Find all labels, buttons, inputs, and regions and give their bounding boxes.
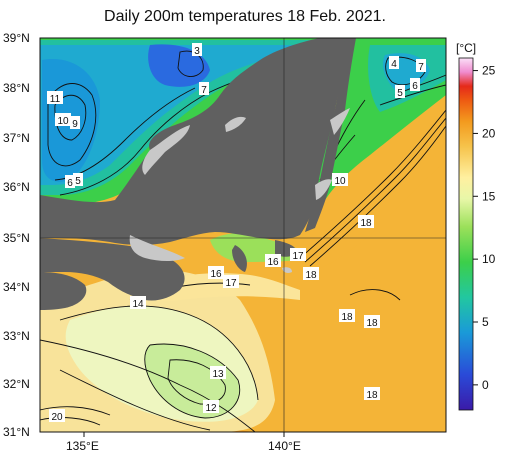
- contour-label: 18: [339, 309, 355, 323]
- contour-label-text: 3: [194, 46, 200, 57]
- contour-label: 18: [364, 315, 380, 329]
- lat-label: 38°N: [3, 81, 30, 95]
- contour-label: 6: [65, 175, 75, 189]
- map-field: [40, 38, 446, 432]
- contour-label-text: 14: [132, 299, 144, 310]
- lat-label: 37°N: [3, 131, 30, 145]
- contour-label-text: 7: [418, 62, 424, 73]
- contour-label: 18: [358, 215, 374, 229]
- contour-label: 10: [55, 113, 71, 127]
- map-title: Daily 200m temperatures 18 Feb. 2021.: [104, 8, 386, 25]
- colorbar-tick-label: 0: [482, 378, 489, 392]
- contour-label: 17: [223, 275, 239, 289]
- lat-label: 39°N: [3, 31, 30, 45]
- lon-label: 140°E: [268, 439, 301, 453]
- contour-label: 5: [73, 173, 83, 187]
- contour-label: 18: [303, 267, 319, 281]
- lon-label: 135°E: [66, 439, 99, 453]
- colorbar-tick-label: 25: [482, 64, 496, 78]
- colorbar-tick-label: 15: [482, 189, 496, 203]
- contour-label-text: 18: [341, 312, 353, 323]
- contour-label-text: 6: [67, 178, 73, 189]
- colorbar-tick-label: 5: [482, 315, 489, 329]
- lat-axis: 39°N 38°N 37°N 36°N 35°N 34°N 33°N 32°N …: [3, 31, 30, 439]
- contour-label-text: 18: [360, 218, 372, 229]
- lat-label: 35°N: [3, 231, 30, 245]
- contour-label-text: 10: [334, 176, 346, 187]
- contour-label: 7: [199, 82, 209, 96]
- lat-label: 34°N: [3, 280, 30, 294]
- contour-label-text: 16: [210, 269, 222, 280]
- colorbar-tick-label: 20: [482, 126, 496, 140]
- contour-label-text: 13: [212, 369, 224, 380]
- contour-label-text: 11: [50, 94, 61, 105]
- contour-label: 16: [208, 266, 224, 280]
- colorbar-unit: [°C]: [456, 41, 476, 55]
- contour-label: 20: [49, 409, 65, 423]
- contour-label-text: 18: [366, 318, 378, 329]
- lat-label: 36°N: [3, 180, 30, 194]
- contour-label-text: 18: [366, 390, 378, 401]
- lat-label: 32°N: [3, 377, 30, 391]
- map-frame: [39, 37, 447, 433]
- contour-label-text: 5: [75, 176, 81, 187]
- contour-label-text: 4: [391, 59, 397, 70]
- shallow-shelf: [129, 108, 350, 273]
- contour-label: 17: [290, 248, 306, 262]
- lat-label: 33°N: [3, 329, 30, 343]
- contour-label-text: 7: [201, 85, 207, 96]
- contour-label: 16: [265, 254, 281, 268]
- contour-label: 13: [210, 366, 226, 380]
- lon-axis: 135°E 140°E: [66, 439, 301, 453]
- contour-label: 4: [389, 56, 399, 70]
- contour-label-text: 17: [225, 278, 237, 289]
- contour-label-text: 6: [412, 81, 418, 92]
- colorbar-gradient: [458, 57, 474, 411]
- contour-label-text: 10: [57, 116, 69, 127]
- colorbar-tick-label: 10: [482, 252, 496, 266]
- contour-label: 9: [70, 116, 80, 130]
- colorbar: [°C] 25 20 15 10 5 0: [456, 41, 496, 411]
- lat-label: 31°N: [3, 425, 30, 439]
- contour-label: 5: [395, 85, 405, 99]
- contour-label: 18: [364, 387, 380, 401]
- contour-label-text: 17: [292, 251, 304, 262]
- axis-ticks: [83, 432, 285, 437]
- contour-label-text: 5: [397, 88, 403, 99]
- contour-label: 14: [130, 296, 146, 310]
- contour-label: 11: [47, 91, 63, 105]
- contour-label: 3: [192, 43, 202, 57]
- contour-label-text: 18: [305, 270, 317, 281]
- land-honshu: [40, 38, 345, 245]
- contour-label-text: 9: [72, 119, 78, 130]
- contour-label-text: 20: [51, 412, 63, 423]
- contour-label: 12: [203, 400, 219, 414]
- contour-label-text: 12: [205, 403, 217, 414]
- contour-label: 6: [410, 78, 420, 92]
- contour-label: 7: [416, 59, 426, 73]
- contour-label: 10: [332, 173, 348, 187]
- grid-lines: [40, 38, 446, 432]
- contour-label-text: 16: [267, 257, 279, 268]
